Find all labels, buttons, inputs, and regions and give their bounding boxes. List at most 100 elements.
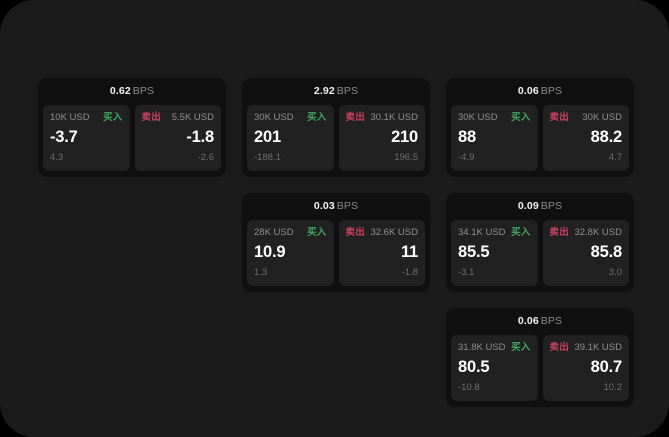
- sell-size-label: 39.1K USD: [574, 342, 622, 353]
- buy-price-value: 80.5: [458, 358, 490, 376]
- buy-panel[interactable]: 31.8K USD 买入 80.5 -10.8: [451, 335, 538, 401]
- bps-value: 0.62: [109, 85, 131, 97]
- buy-side-tag: 买入: [307, 112, 327, 123]
- buy-size-label: 30K USD: [458, 112, 498, 123]
- bps-unit: BPS: [540, 315, 563, 327]
- buy-side-tag: 买入: [103, 112, 123, 123]
- buy-footer-value: -4.9: [458, 152, 475, 163]
- sell-size-label: 5.5K USD: [171, 112, 214, 123]
- buy-side-tag: 买入: [511, 227, 531, 238]
- sell-price-value: -1.8: [186, 128, 214, 146]
- sell-footer-value: 10.2: [603, 382, 623, 393]
- quote-card[interactable]: 0.06 BPS 31.8K USD 买入 80.5 -10.8 卖出: [446, 308, 634, 407]
- card-header: 0.06 BPS: [451, 84, 629, 100]
- quote-card[interactable]: 0.06 BPS 30K USD 买入 88 -4.9 卖出: [446, 78, 634, 177]
- sell-footer-value: -1.8: [401, 267, 418, 278]
- bps-unit: BPS: [540, 200, 563, 212]
- bps-value: 0.06: [517, 85, 539, 97]
- panel-pair: 30K USD 买入 201 -188.1 卖出 30.1K USD 210 1…: [247, 105, 425, 171]
- card-column-1: 0.62 BPS 10K USD 买入 -3.7 4.3 卖出: [38, 78, 226, 177]
- sell-side-tag: 卖出: [141, 112, 161, 123]
- quote-card[interactable]: 0.62 BPS 10K USD 买入 -3.7 4.3 卖出: [38, 78, 226, 177]
- sell-panel[interactable]: 卖出 32.8K USD 85.8 3.0: [542, 220, 629, 286]
- buy-panel[interactable]: 10K USD 买入 -3.7 4.3: [43, 105, 130, 171]
- sell-panel[interactable]: 卖出 30K USD 88.2 4.7: [542, 105, 629, 171]
- sell-panel-header: 卖出 39.1K USD: [550, 342, 623, 354]
- buy-price-value: 10.9: [254, 243, 286, 261]
- buy-side-tag: 买入: [307, 227, 327, 238]
- buy-panel[interactable]: 30K USD 买入 88 -4.9: [451, 105, 538, 171]
- card-column-2: 2.92 BPS 30K USD 买入 201 -188.1 卖出: [242, 78, 430, 292]
- sell-price-value: 210: [391, 128, 418, 146]
- sell-panel-header: 卖出 5.5K USD: [142, 112, 215, 124]
- sell-price-value: 88.2: [590, 128, 623, 146]
- buy-size-label: 34.1K USD: [458, 227, 506, 238]
- card-column-3: 0.06 BPS 30K USD 买入 88 -4.9 卖出: [446, 78, 634, 407]
- bps-value: 0.09: [517, 200, 539, 212]
- buy-footer-value: -10.8: [458, 382, 480, 393]
- card-header: 2.92 BPS: [247, 84, 425, 100]
- buy-size-label: 10K USD: [50, 112, 90, 123]
- card-header: 0.62 BPS: [43, 84, 221, 100]
- bps-unit: BPS: [336, 200, 359, 212]
- sell-panel[interactable]: 卖出 5.5K USD -1.8 -2.6: [134, 105, 221, 171]
- buy-price-value: 201: [254, 128, 281, 146]
- sell-panel-header: 卖出 30K USD: [550, 112, 623, 124]
- buy-panel-header: 10K USD 买入: [50, 112, 123, 124]
- buy-price-value: -3.7: [50, 128, 78, 146]
- buy-side-tag: 买入: [511, 112, 531, 123]
- buy-panel[interactable]: 30K USD 买入 201 -188.1: [247, 105, 334, 171]
- panel-pair: 34.1K USD 买入 85.5 -3.1 卖出 32.8K USD 85.8…: [451, 220, 629, 286]
- buy-footer-value: 1.3: [254, 267, 268, 278]
- quote-card-grid: 0.62 BPS 10K USD 买入 -3.7 4.3 卖出: [38, 78, 634, 407]
- buy-side-tag: 买入: [511, 342, 531, 353]
- buy-price-value: 85.5: [458, 243, 490, 261]
- panel-pair: 31.8K USD 买入 80.5 -10.8 卖出 39.1K USD 80.…: [451, 335, 629, 401]
- buy-panel-header: 28K USD 买入: [254, 227, 327, 239]
- sell-footer-value: 4.7: [608, 152, 622, 163]
- bps-unit: BPS: [132, 85, 155, 97]
- buy-size-label: 31.8K USD: [458, 342, 506, 353]
- bps-unit: BPS: [540, 85, 563, 97]
- sell-side-tag: 卖出: [549, 342, 569, 353]
- buy-footer-value: 4.3: [50, 152, 64, 163]
- sell-footer-value: 196.5: [394, 152, 418, 163]
- sell-price-value: 85.8: [590, 243, 623, 261]
- buy-size-label: 28K USD: [254, 227, 294, 238]
- sell-panel-header: 卖出 30.1K USD: [346, 112, 419, 124]
- sell-price-value: 11: [400, 243, 418, 261]
- buy-panel-header: 30K USD 买入: [458, 112, 531, 124]
- panel-pair: 10K USD 买入 -3.7 4.3 卖出 5.5K USD -1.8 -2.…: [43, 105, 221, 171]
- buy-size-label: 30K USD: [254, 112, 294, 123]
- card-header: 0.03 BPS: [247, 199, 425, 215]
- sell-size-label: 30.1K USD: [370, 112, 418, 123]
- sell-panel-header: 卖出 32.6K USD: [346, 227, 419, 239]
- sell-side-tag: 卖出: [549, 112, 569, 123]
- sell-panel[interactable]: 卖出 32.6K USD 11 -1.8: [338, 220, 425, 286]
- sell-panel[interactable]: 卖出 30.1K USD 210 196.5: [338, 105, 425, 171]
- bps-value: 2.92: [313, 85, 335, 97]
- buy-panel-header: 30K USD 买入: [254, 112, 327, 124]
- card-header: 0.06 BPS: [451, 314, 629, 330]
- buy-panel[interactable]: 34.1K USD 买入 85.5 -3.1: [451, 220, 538, 286]
- buy-price-value: 88: [458, 128, 476, 146]
- sell-side-tag: 卖出: [549, 227, 569, 238]
- sell-side-tag: 卖出: [345, 112, 365, 123]
- buy-panel-header: 34.1K USD 买入: [458, 227, 531, 239]
- sell-side-tag: 卖出: [345, 227, 365, 238]
- quote-card[interactable]: 2.92 BPS 30K USD 买入 201 -188.1 卖出: [242, 78, 430, 177]
- bps-value: 0.06: [517, 315, 539, 327]
- quote-card[interactable]: 0.03 BPS 28K USD 买入 10.9 1.3 卖出: [242, 193, 430, 292]
- buy-panel[interactable]: 28K USD 买入 10.9 1.3: [247, 220, 334, 286]
- sell-panel[interactable]: 卖出 39.1K USD 80.7 10.2: [542, 335, 629, 401]
- buy-footer-value: -3.1: [458, 267, 475, 278]
- sell-size-label: 30K USD: [582, 112, 622, 123]
- quote-card[interactable]: 0.09 BPS 34.1K USD 买入 85.5 -3.1 卖出: [446, 193, 634, 292]
- sell-footer-value: -2.6: [197, 152, 214, 163]
- panel-pair: 28K USD 买入 10.9 1.3 卖出 32.6K USD 11 -1.8: [247, 220, 425, 286]
- bps-value: 0.03: [313, 200, 335, 212]
- buy-panel-header: 31.8K USD 买入: [458, 342, 531, 354]
- card-header: 0.09 BPS: [451, 199, 629, 215]
- sell-size-label: 32.6K USD: [370, 227, 418, 238]
